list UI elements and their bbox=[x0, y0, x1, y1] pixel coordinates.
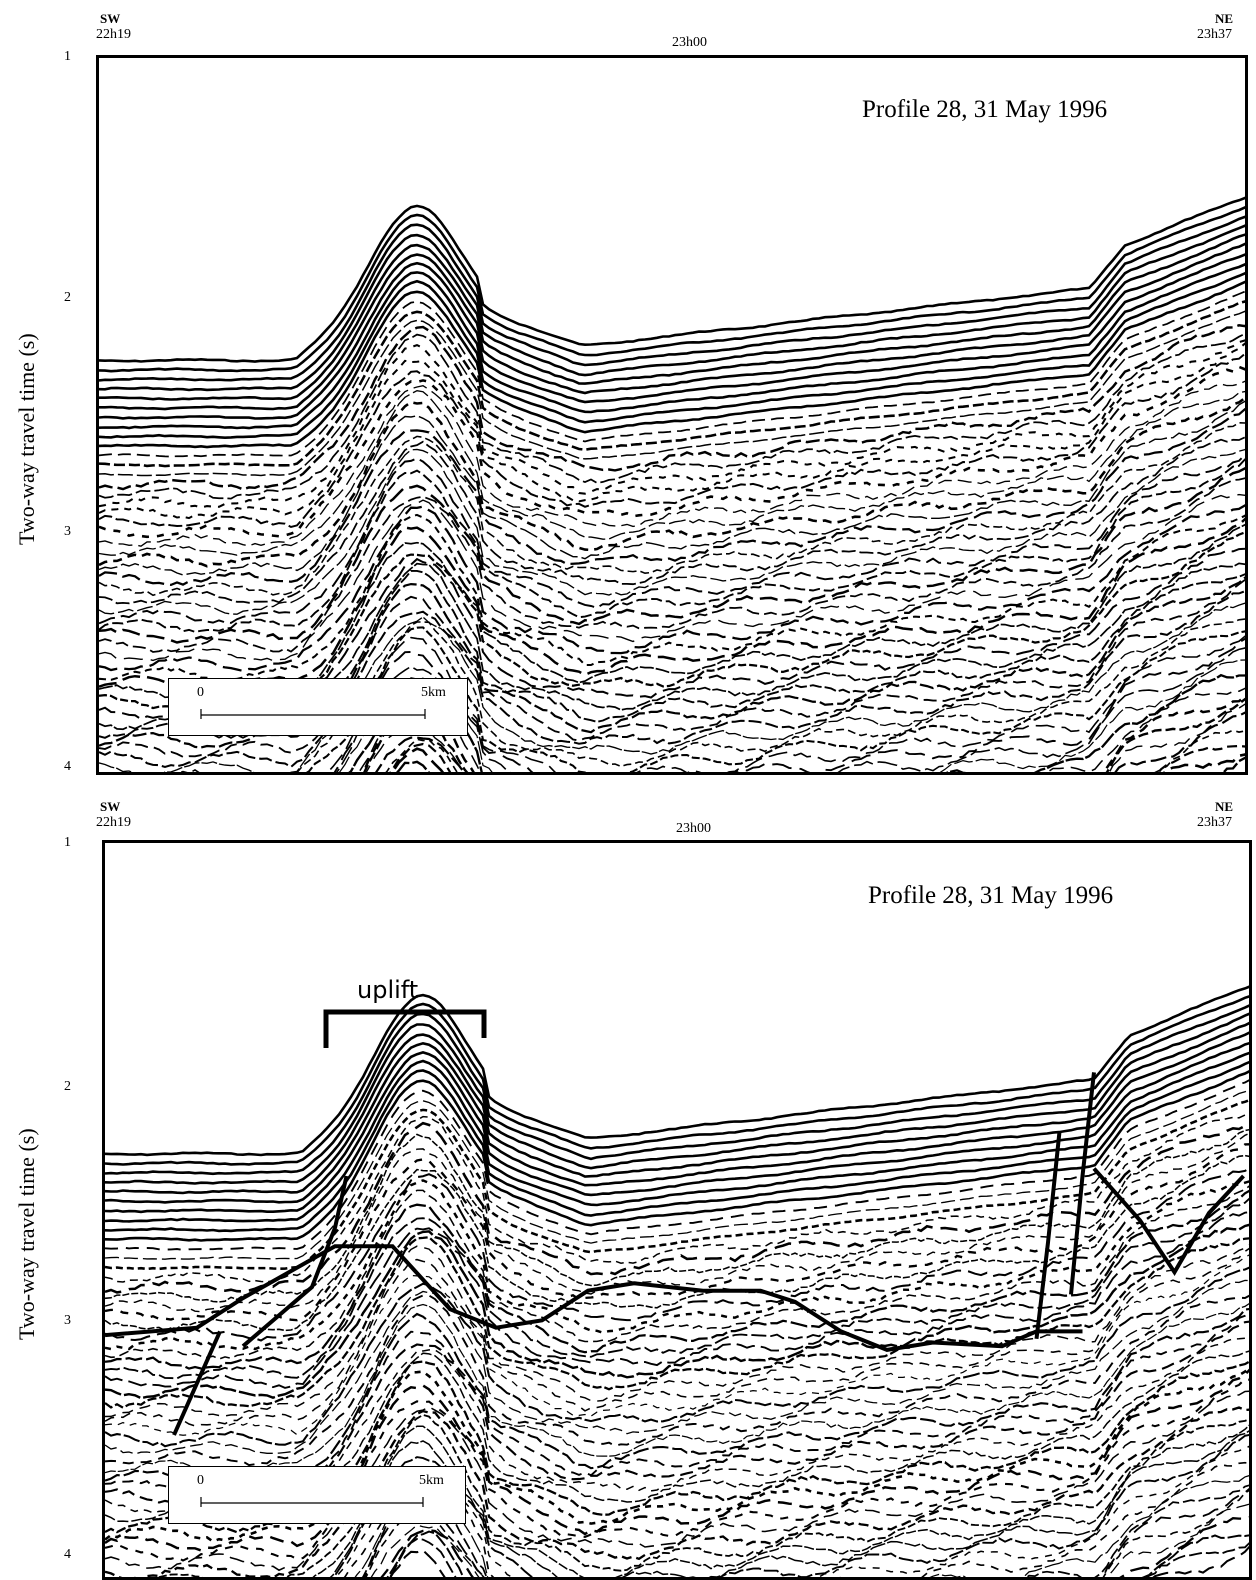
y-tick-4: 4 bbox=[64, 759, 71, 774]
time-right-label: 23h37 bbox=[1197, 815, 1232, 830]
y-tick-4: 4 bbox=[64, 1547, 71, 1562]
y-tick-1: 1 bbox=[64, 49, 71, 64]
seismic-panel-interpreted: SW 22h19 23h00 NE 23h37 1 2 3 4 Two-way … bbox=[0, 790, 1256, 1580]
scale-bar-start-label: 0 bbox=[197, 1473, 204, 1488]
direction-left-label: SW bbox=[100, 11, 121, 26]
scale-bar: 0 5km bbox=[168, 1466, 466, 1524]
time-left-label: 22h19 bbox=[96, 27, 131, 42]
y-axis-label: Two-way travel time (s) bbox=[14, 1128, 39, 1340]
time-mid-label: 23h00 bbox=[676, 821, 711, 836]
seismic-section-frame bbox=[96, 55, 1248, 775]
profile-label: Profile 28, 31 May 1996 bbox=[862, 96, 1108, 123]
time-right-label: 23h37 bbox=[1197, 27, 1232, 42]
time-left-label: 22h19 bbox=[96, 815, 131, 830]
scale-bar-start-label: 0 bbox=[197, 685, 204, 700]
direction-left-label: SW bbox=[100, 799, 121, 814]
interpretation-line bbox=[1034, 1131, 1062, 1340]
y-tick-3: 3 bbox=[64, 1313, 71, 1328]
y-tick-3: 3 bbox=[64, 524, 71, 539]
direction-right-label: NE bbox=[1215, 11, 1234, 26]
seismic-reflection-image bbox=[99, 196, 1245, 772]
uplift-bracket bbox=[323, 1009, 487, 1048]
y-tick-1: 1 bbox=[64, 835, 71, 850]
scale-bar: 0 5km bbox=[168, 678, 468, 736]
y-tick-2: 2 bbox=[64, 290, 71, 305]
y-axis-label: Two-way travel time (s) bbox=[14, 333, 39, 545]
interpretation-line bbox=[241, 1175, 349, 1348]
y-tick-2: 2 bbox=[64, 1079, 71, 1094]
interpretation-line bbox=[105, 1244, 1083, 1352]
scale-bar-end-label: 5km bbox=[419, 1473, 444, 1488]
interpretation-line bbox=[1092, 1167, 1245, 1276]
scale-bar-line bbox=[200, 709, 426, 719]
interpretation-line bbox=[1069, 1072, 1096, 1295]
seismic-panel-uninterpreted: SW 22h19 23h00 NE 23h37 1 2 3 4 Two-way … bbox=[0, 0, 1256, 780]
time-mid-label: 23h00 bbox=[672, 35, 707, 50]
seismic-section-frame bbox=[102, 840, 1252, 1580]
profile-label: Profile 28, 31 May 1996 bbox=[868, 882, 1114, 909]
scale-bar-end-label: 5km bbox=[421, 685, 446, 700]
interpretation-line bbox=[172, 1330, 222, 1436]
scale-bar-line bbox=[200, 1497, 424, 1507]
uplift-annotation-label: uplift bbox=[357, 976, 419, 1004]
direction-right-label: NE bbox=[1215, 799, 1234, 814]
